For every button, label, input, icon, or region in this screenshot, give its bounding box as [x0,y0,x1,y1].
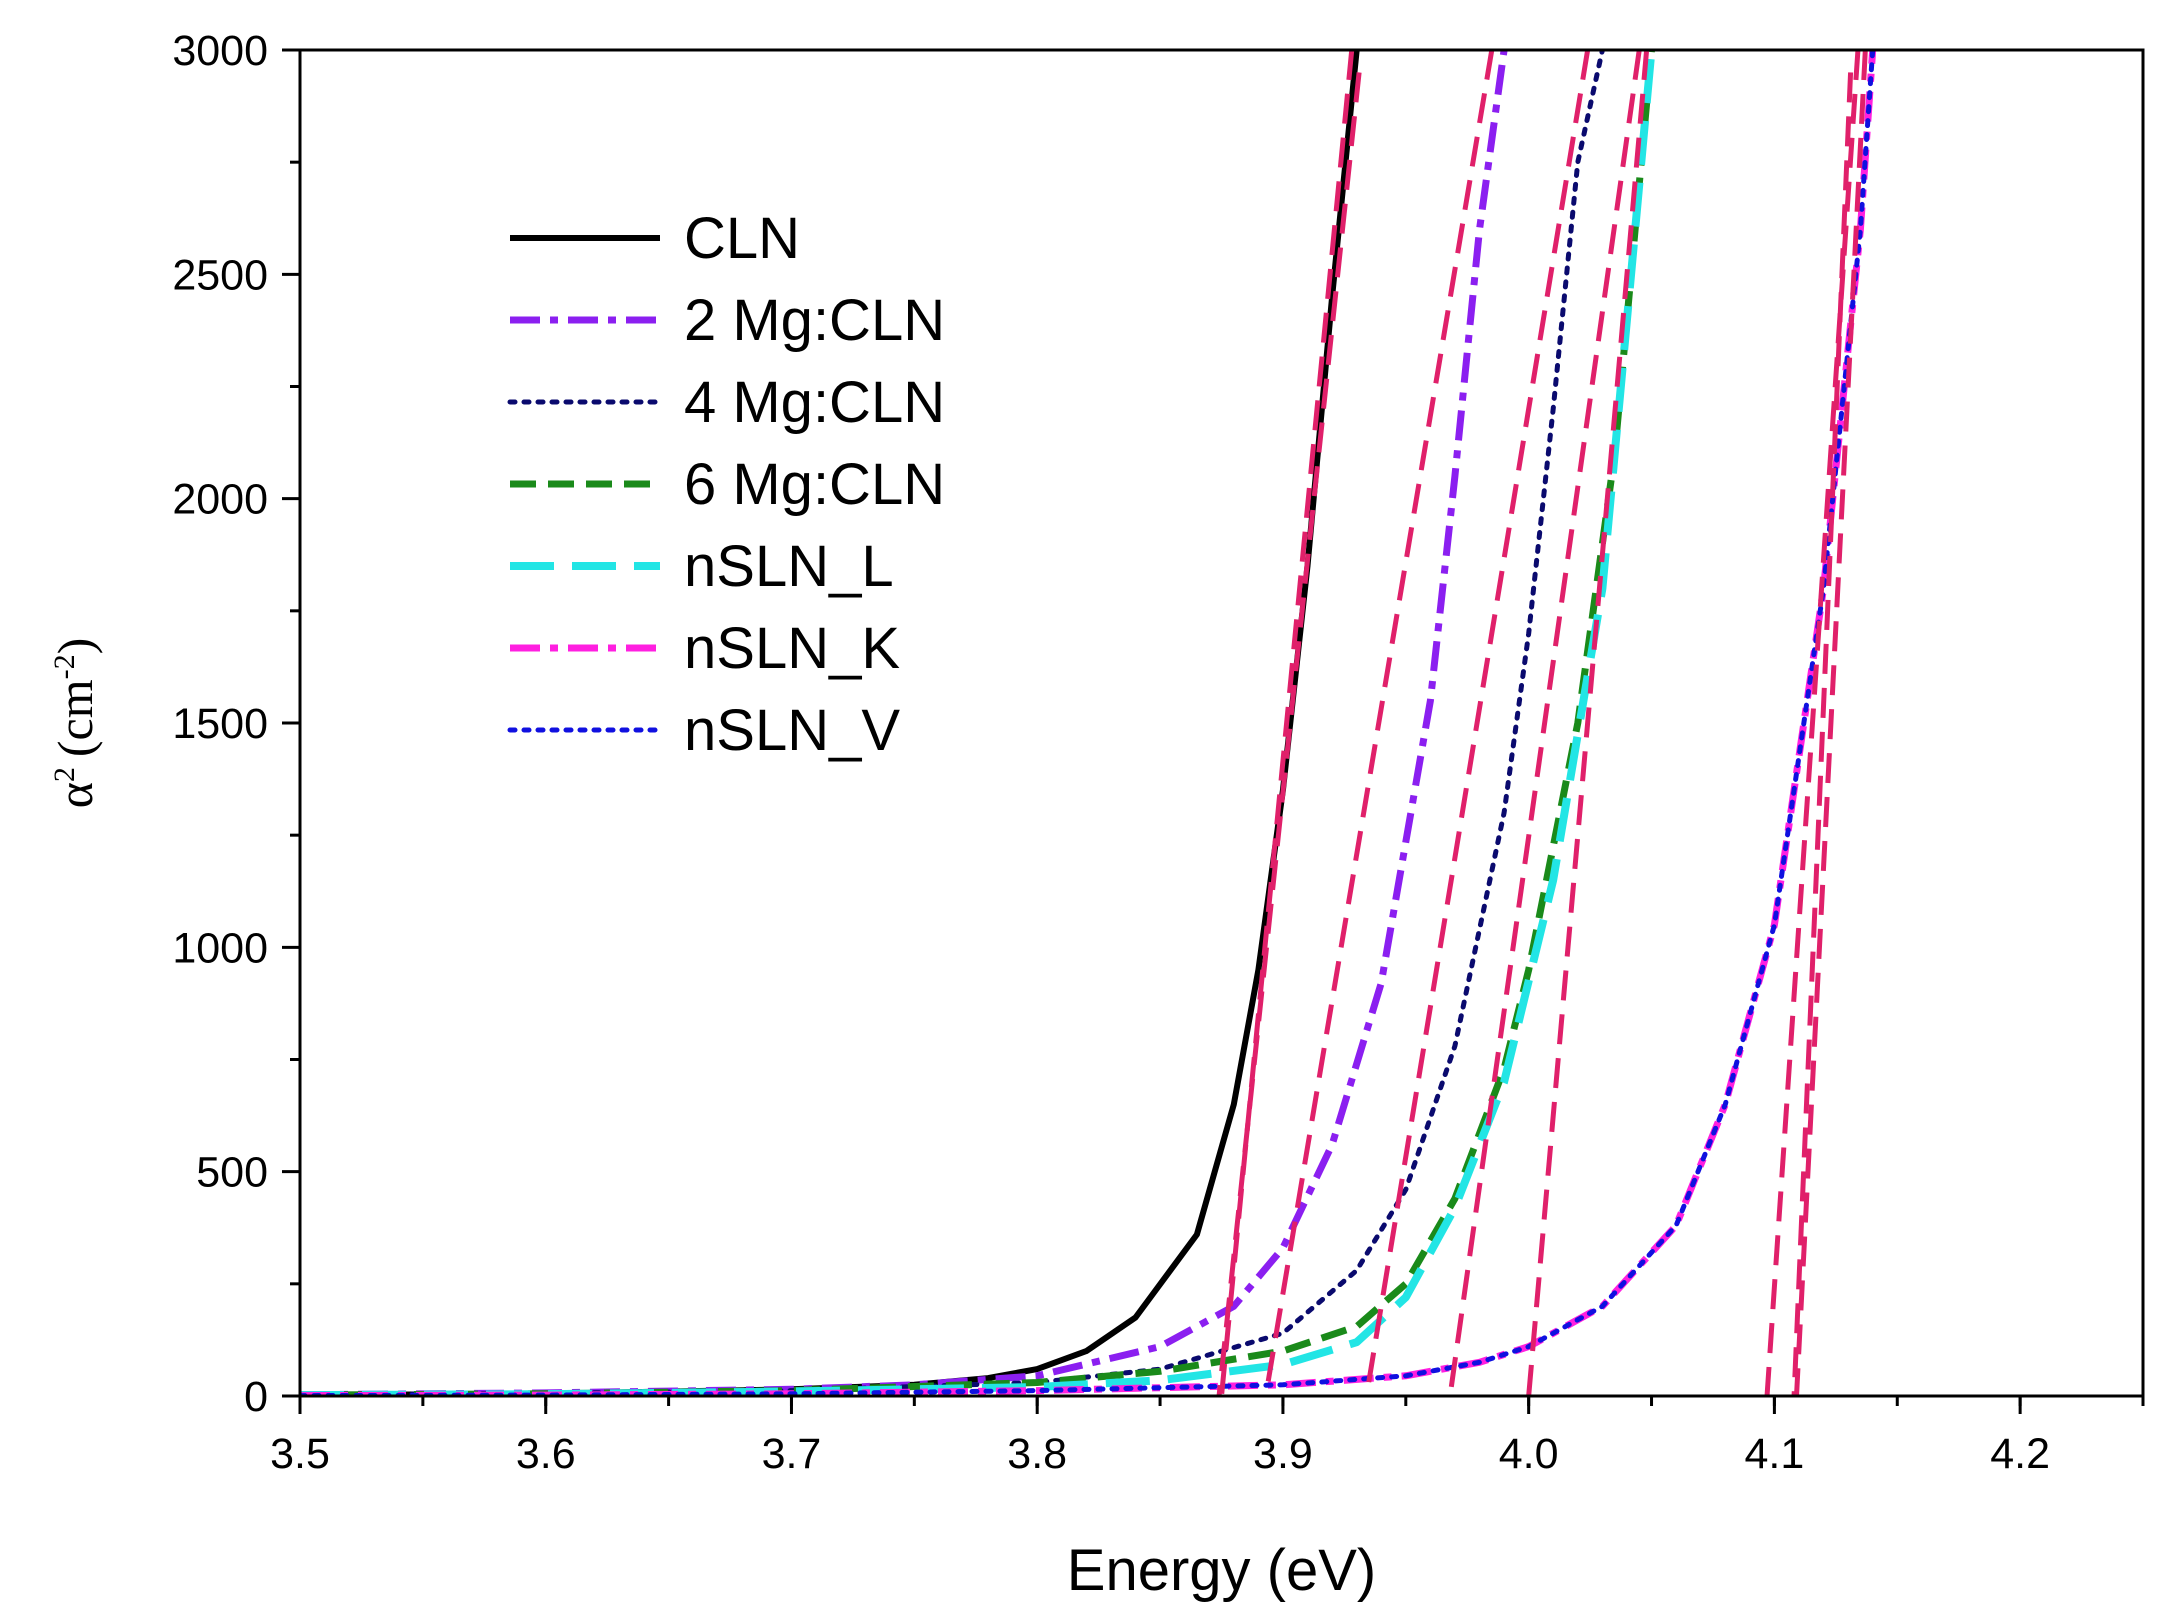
x-tick-label: 3.6 [516,1430,576,1478]
y-tick-label: 2500 [172,251,268,299]
series-line-6-mg-cln [300,50,1655,1396]
y-axis-title-sup2: -2 [48,654,81,679]
y-axis-title-unit: (cm [47,679,103,757]
legend-label: nSLN_K [684,616,900,681]
y-axis-title-sup1: 2 [48,767,81,782]
y-axis-title-close: ) [47,638,103,655]
series-line-nsln-l [300,50,1656,1396]
plot-frame [298,48,2145,1398]
legend-label: 2 Mg:CLN [684,288,945,353]
axes: 3.5 3.6 3.7 3.8 3.9 4.0 4.1 4.2 0 500 1000 1500 2000… [172,27,2145,1478]
fit-line-2 [1263,50,1495,1396]
y-tick-label: 2000 [172,476,268,524]
fit-line-7 [1794,50,1868,1396]
legend-label: nSLN_L [684,534,894,599]
plot-area [300,50,2021,1396]
fit-line-5 [1526,50,1650,1396]
y-tick-label: 3000 [172,27,268,75]
fit-line-8 [1216,72,1362,1396]
x-tick-label: 3.9 [1253,1430,1313,1478]
x-tick-label: 3.5 [270,1430,330,1478]
legend-label: 4 Mg:CLN [684,370,945,435]
y-axis-title: α2 (cm-2) [47,638,103,809]
series-line-2-mg-cln [300,50,1508,1396]
y-axis-title-symbol: α [47,782,103,808]
x-tick-label: 3.8 [1007,1430,1067,1478]
fit-line-4 [1447,50,1642,1396]
legend-label: 6 Mg:CLN [684,452,945,517]
x-tick-label: 4.1 [1745,1430,1805,1478]
x-tick-label: 4.0 [1499,1430,1559,1478]
y-tick-label: 1000 [172,924,268,972]
x-tick-label: 3.7 [762,1430,822,1478]
legend-label: nSLN_V [684,698,900,763]
y-tick-label: 0 [244,1373,268,1421]
series-line-4-mg-cln [300,50,1605,1396]
fit-line-9 [1791,72,1854,1396]
y-tick-label: 1500 [172,700,268,748]
y-tick-label: 500 [196,1149,268,1197]
series-line-nsln-v [300,50,1876,1396]
legend-label: CLN [684,206,800,271]
x-axis-title: Energy (eV) [1067,1538,1376,1603]
x-tick-label: 4.2 [1990,1430,2050,1478]
legend: CLN 2 Mg:CLN 4 Mg:CLN 6 Mg:CLN nSLN_L nSLN_Kn… [507,206,945,763]
fit-line-3 [1364,50,1591,1396]
